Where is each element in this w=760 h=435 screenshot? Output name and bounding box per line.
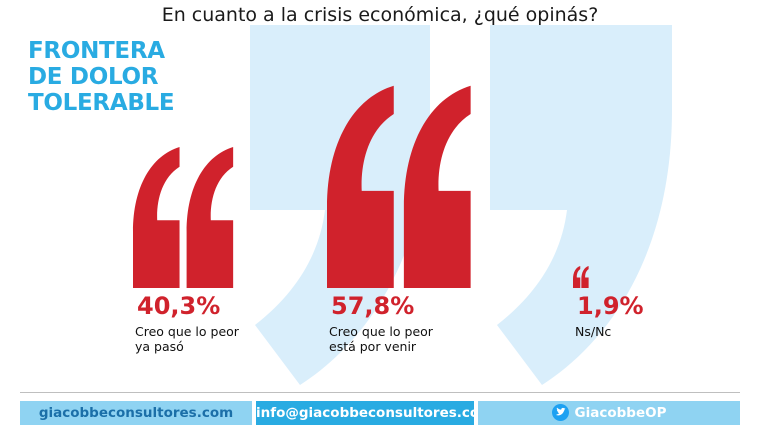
- quote-mark-ya-paso-glyph-2: [186, 146, 234, 288]
- website-link[interactable]: giacobbeconsultores.com: [20, 401, 252, 425]
- category-label-por-venir: Creo que lo peor está por venir: [329, 324, 433, 354]
- brand-line-2: DE DOLOR: [28, 64, 159, 90]
- quote-mark-por-venir-glyph-1: [327, 85, 394, 288]
- footer-divider: [20, 392, 740, 393]
- value-label-nsnc: 1,9%: [577, 292, 644, 320]
- twitter-link[interactable]: GiacobbeOP: [478, 401, 740, 425]
- quote-mark-por-venir-glyph-2: [403, 85, 471, 288]
- category-label-ya-paso: Creo que lo peor ya pasó: [135, 324, 239, 354]
- footer-bar: giacobbeconsultores.com info@giacobbecon…: [20, 401, 740, 425]
- quote-mark-ya-paso-glyph-1: [133, 146, 180, 288]
- background-quote-right: [490, 25, 672, 385]
- brand-title: FRONTERA DE DOLOR TOLERABLE: [28, 38, 175, 116]
- quote-mark-ya-paso: [133, 146, 234, 288]
- brand-line-1: FRONTERA: [28, 38, 165, 64]
- value-label-por-venir: 57,8%: [331, 292, 415, 320]
- twitter-bird-icon: [551, 403, 569, 421]
- category-label-nsnc: Ns/Nc: [575, 324, 612, 339]
- brand-line-3: TOLERABLE: [28, 90, 175, 116]
- email-link[interactable]: info@giacobbeconsultores.com: [256, 401, 493, 425]
- value-label-ya-paso: 40,3%: [137, 292, 221, 320]
- chart-title: En cuanto a la crisis económica, ¿qué op…: [161, 4, 599, 26]
- quote-mark-nsnc-glyph-2: [581, 266, 589, 288]
- quote-mark-nsnc: [573, 266, 589, 288]
- quote-mark-nsnc-glyph-1: [573, 266, 581, 288]
- quote-mark-por-venir: [327, 85, 471, 288]
- twitter-handle: GiacobbeOP: [574, 405, 667, 421]
